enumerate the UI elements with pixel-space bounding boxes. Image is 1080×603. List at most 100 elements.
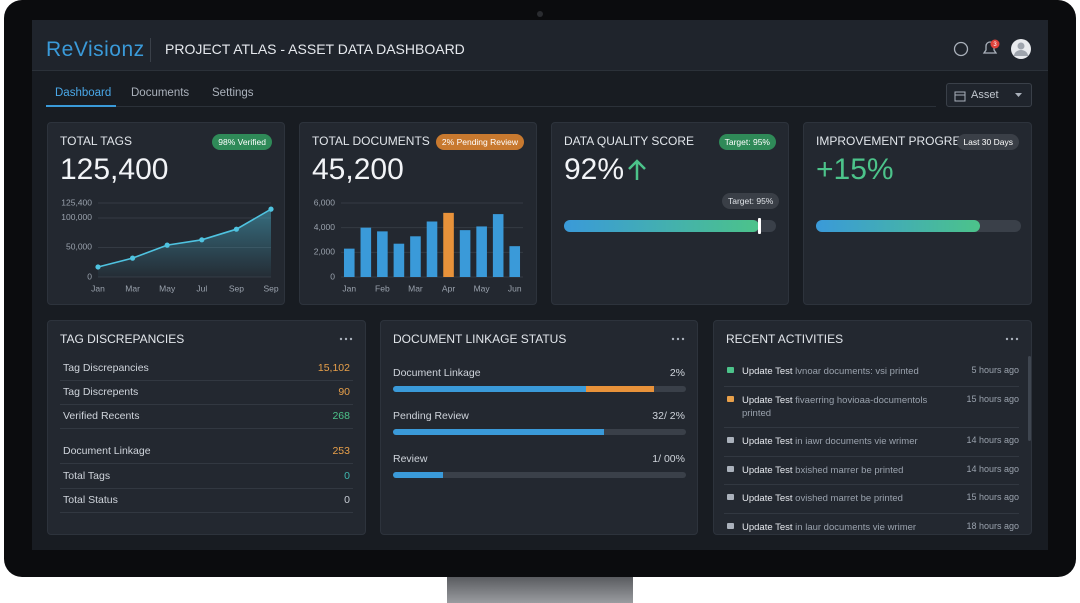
card-title: TOTAL DOCUMENTS bbox=[312, 134, 430, 148]
tooltip: Target: 95% bbox=[722, 193, 780, 209]
scrollbar[interactable] bbox=[1028, 356, 1031, 441]
y-tick-label: 125,400 bbox=[61, 197, 92, 207]
more-menu[interactable] bbox=[671, 337, 685, 341]
kpi-card: TOTAL TAGS 98% Verified 125,400 0 50,000 1… bbox=[47, 122, 285, 305]
bar bbox=[476, 226, 487, 277]
row-divider bbox=[60, 463, 353, 464]
y-tick-label: 4,000 bbox=[314, 222, 336, 232]
activity-text: Update Test lvnoar documents: vsi printe… bbox=[742, 365, 942, 378]
notification-badge bbox=[990, 39, 1000, 49]
progress-track bbox=[393, 429, 686, 435]
activity-action: Update Test bbox=[742, 395, 793, 406]
bar bbox=[459, 230, 471, 277]
activity-text: Update Test fivaerring hovioaa-documento… bbox=[742, 394, 942, 420]
x-tick-label: Sep bbox=[263, 283, 278, 293]
card-title: IMPROVEMENT PROGRESS bbox=[816, 134, 977, 148]
row-value: 0 bbox=[344, 470, 350, 482]
header-bar bbox=[32, 20, 1048, 71]
kpi-card: DATA QUALITY SCORE Target: 95% 92% Targe… bbox=[551, 122, 789, 305]
tab[interactable]: Settings bbox=[212, 87, 254, 99]
bar bbox=[426, 221, 438, 277]
card-value: 92% bbox=[564, 153, 625, 186]
activity-action: Update Test bbox=[742, 465, 793, 476]
panel: DOCUMENT LINKAGE STATUS Document Linkage… bbox=[380, 320, 698, 535]
row-divider bbox=[724, 456, 1019, 457]
menu-dot bbox=[349, 337, 353, 341]
tab-indicator bbox=[46, 105, 116, 107]
more-menu[interactable] bbox=[1005, 337, 1019, 341]
target-marker bbox=[758, 218, 762, 234]
activity-text: Update Test in iawr documents vie wrimer bbox=[742, 435, 942, 448]
avatar-body bbox=[1014, 50, 1028, 56]
row-label: Total Tags bbox=[63, 470, 111, 482]
bar bbox=[509, 246, 521, 277]
activity-text: Update Test bxished marrer be printed bbox=[742, 464, 942, 477]
activity-icon bbox=[727, 523, 734, 529]
card-badge: Target: 95% bbox=[718, 134, 776, 150]
y-tick-label: 0 bbox=[330, 271, 335, 281]
x-tick-label: Mar bbox=[408, 283, 423, 293]
card-badge: 98% Verified bbox=[212, 134, 272, 150]
y-tick-label: 100,000 bbox=[61, 212, 92, 222]
row-divider bbox=[724, 484, 1019, 485]
progress-segment bbox=[586, 386, 654, 392]
header-icons: 3 bbox=[953, 39, 1031, 59]
menu-dot bbox=[1005, 337, 1009, 341]
x-tick-label: Feb bbox=[375, 283, 390, 293]
progress-segment bbox=[393, 429, 604, 435]
activity-time: 14 hours ago bbox=[966, 435, 1019, 445]
point bbox=[268, 206, 274, 212]
activity-text: Update Test ovished marret be printed bbox=[742, 492, 942, 505]
chart: 0 50,000 100,000 125,400 Jan Mar May Jul Sep Sep bbox=[61, 197, 279, 293]
x-tick-label: May bbox=[159, 283, 176, 293]
row-value: 32/ 2% bbox=[652, 410, 685, 422]
card-title: TOTAL TAGS bbox=[60, 134, 133, 148]
logo[interactable]: ReVisionz bbox=[46, 38, 145, 61]
row-label: Document Linkage bbox=[63, 445, 151, 457]
monitor-stand bbox=[447, 577, 633, 603]
row-label: Total Status bbox=[63, 494, 118, 506]
kpi-card: TOTAL DOCUMENTS 2% Pending Review 45,200… bbox=[299, 122, 537, 305]
tab[interactable]: Documents bbox=[131, 87, 190, 99]
x-tick-label: Jun bbox=[508, 283, 522, 293]
point bbox=[233, 226, 239, 232]
progress-track bbox=[816, 220, 1021, 232]
row-divider bbox=[60, 512, 353, 513]
row-label: Document Linkage bbox=[393, 367, 481, 379]
progress-track bbox=[564, 218, 776, 234]
row-value: 90 bbox=[338, 386, 350, 398]
more-menu[interactable] bbox=[339, 337, 353, 341]
chart: 0 2,000 4,000 6,000 Jan Feb Mar Apr May Jun bbox=[314, 197, 523, 293]
tab[interactable]: Dashboard bbox=[55, 87, 112, 99]
help-icon[interactable] bbox=[953, 41, 969, 57]
bar bbox=[410, 236, 421, 277]
panel: TAG DISCREPANCIES Tag Discrepancies 15,10… bbox=[47, 320, 366, 535]
card-value: 125,400 bbox=[60, 153, 169, 186]
bar bbox=[360, 227, 372, 277]
row-divider bbox=[60, 488, 353, 489]
menu-dot bbox=[339, 337, 343, 341]
menu-dot bbox=[1015, 337, 1019, 341]
activity-detail: lvnoar documents: vsi printed bbox=[795, 366, 919, 377]
menu-dot bbox=[1010, 337, 1014, 341]
point bbox=[130, 255, 136, 261]
caret bbox=[1015, 93, 1022, 97]
row-value: 268 bbox=[332, 410, 350, 422]
bar bbox=[443, 212, 454, 277]
menu-dot bbox=[681, 337, 685, 341]
card-badge: Last 30 Days bbox=[957, 134, 1019, 150]
x-tick-label: Jan bbox=[342, 283, 356, 293]
activity-detail: bxished marrer be printed bbox=[795, 465, 904, 476]
row-label: Tag Discrepancies bbox=[63, 362, 149, 374]
progress-segment bbox=[393, 472, 443, 478]
activity-time: 18 hours ago bbox=[966, 521, 1019, 531]
point bbox=[164, 242, 170, 248]
activity-detail: in laur documents vie wrimer bbox=[795, 522, 917, 533]
card-title: DATA QUALITY SCORE bbox=[564, 134, 695, 148]
bar bbox=[343, 248, 355, 277]
progress-track bbox=[393, 472, 686, 478]
filter-label: Asset bbox=[971, 89, 999, 101]
filter-dropdown[interactable]: Asset bbox=[946, 83, 1032, 107]
activity-time: 5 hours ago bbox=[971, 365, 1019, 375]
